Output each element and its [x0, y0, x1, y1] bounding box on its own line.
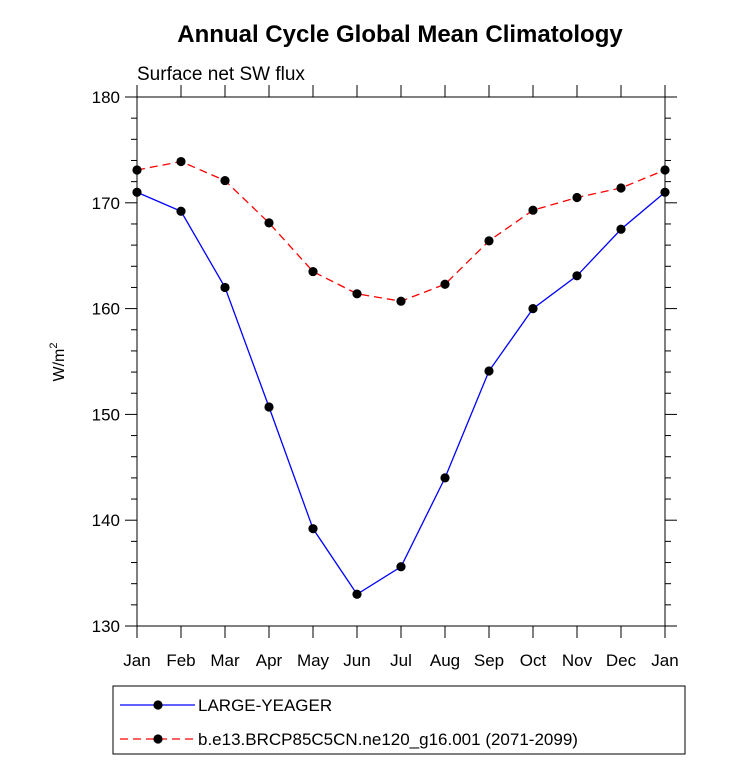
chart-subtitle: Surface net SW flux: [137, 64, 305, 85]
legend: LARGE-YEAGER b.e13.BRCP85C5CN.ne120_g16.…: [112, 685, 686, 755]
series-1-point: [440, 279, 450, 289]
y-tick-label: 170: [92, 194, 120, 213]
series-0-point: [352, 589, 362, 599]
series-0-point: [264, 402, 274, 412]
series-1-point: [176, 156, 186, 167]
series-0-point: [308, 524, 318, 534]
x-tick-label: Apr: [256, 651, 283, 670]
y-axis-label-superscript: 2: [48, 343, 60, 349]
series-0-point: [572, 271, 582, 281]
series-1-point: [308, 266, 318, 277]
series-1-point: [528, 205, 538, 215]
y-axis: 130 140 150 160 170 180: [92, 88, 677, 636]
series-1-point: [352, 289, 362, 299]
x-tick-label: Dec: [606, 651, 637, 670]
x-tick-label: Jun: [343, 651, 370, 670]
y-axis-label-base: W/m: [51, 349, 68, 382]
x-tick-label: Mar: [210, 651, 240, 670]
y-tick-label: 160: [92, 300, 120, 319]
x-tick-label: Oct: [520, 651, 547, 670]
series-layer: [132, 156, 670, 599]
series-line-1: [136, 160, 666, 302]
series-1-point: [484, 236, 494, 246]
chart-title: Annual Cycle Global Mean Climatology: [177, 21, 623, 48]
legend-marker-brcp85: [153, 734, 163, 744]
y-tick-label: 180: [92, 88, 120, 107]
x-tick-label: May: [297, 651, 330, 670]
legend-marker-large-yeager: [153, 700, 163, 710]
x-tick-label: Jan: [651, 651, 678, 670]
series-0-point: [396, 562, 406, 572]
y-tick-label: 130: [92, 617, 120, 636]
svg-text:W/m2: W/m2: [48, 343, 68, 382]
plot-frame: [136, 96, 666, 627]
series-0-point: [616, 224, 626, 234]
y-axis-label: W/m2: [48, 343, 68, 382]
series-0-point: [176, 206, 186, 216]
series-1-point: [396, 296, 406, 306]
series-1-point: [616, 183, 626, 193]
series-0-point: [220, 282, 230, 293]
series-1-point: [264, 218, 274, 228]
x-tick-label: Jul: [390, 651, 412, 670]
series-1-point: [220, 175, 230, 186]
y-tick-label: 150: [92, 405, 120, 424]
y-tick-label: 140: [92, 511, 120, 530]
x-axis: Jan Feb Mar Apr May Jun Jul Aug Sep Oct Nov Dec Jan: [123, 85, 679, 670]
x-tick-label: Feb: [166, 651, 195, 670]
series-1-point: [572, 192, 582, 203]
x-tick-label: Aug: [430, 651, 460, 670]
x-tick-label: Sep: [474, 651, 504, 670]
legend-label-large-yeager: LARGE-YEAGER: [198, 696, 332, 715]
series-0-point: [528, 304, 538, 314]
series-0-point: [440, 473, 450, 483]
legend-box: [112, 685, 686, 755]
series-0-point: [484, 366, 494, 376]
x-tick-label: Jan: [123, 651, 150, 670]
legend-label-brcp85: b.e13.BRCP85C5CN.ne120_g16.001 (2071-209…: [198, 730, 578, 749]
x-tick-label: Nov: [562, 651, 593, 670]
series-line-0: [136, 191, 666, 596]
